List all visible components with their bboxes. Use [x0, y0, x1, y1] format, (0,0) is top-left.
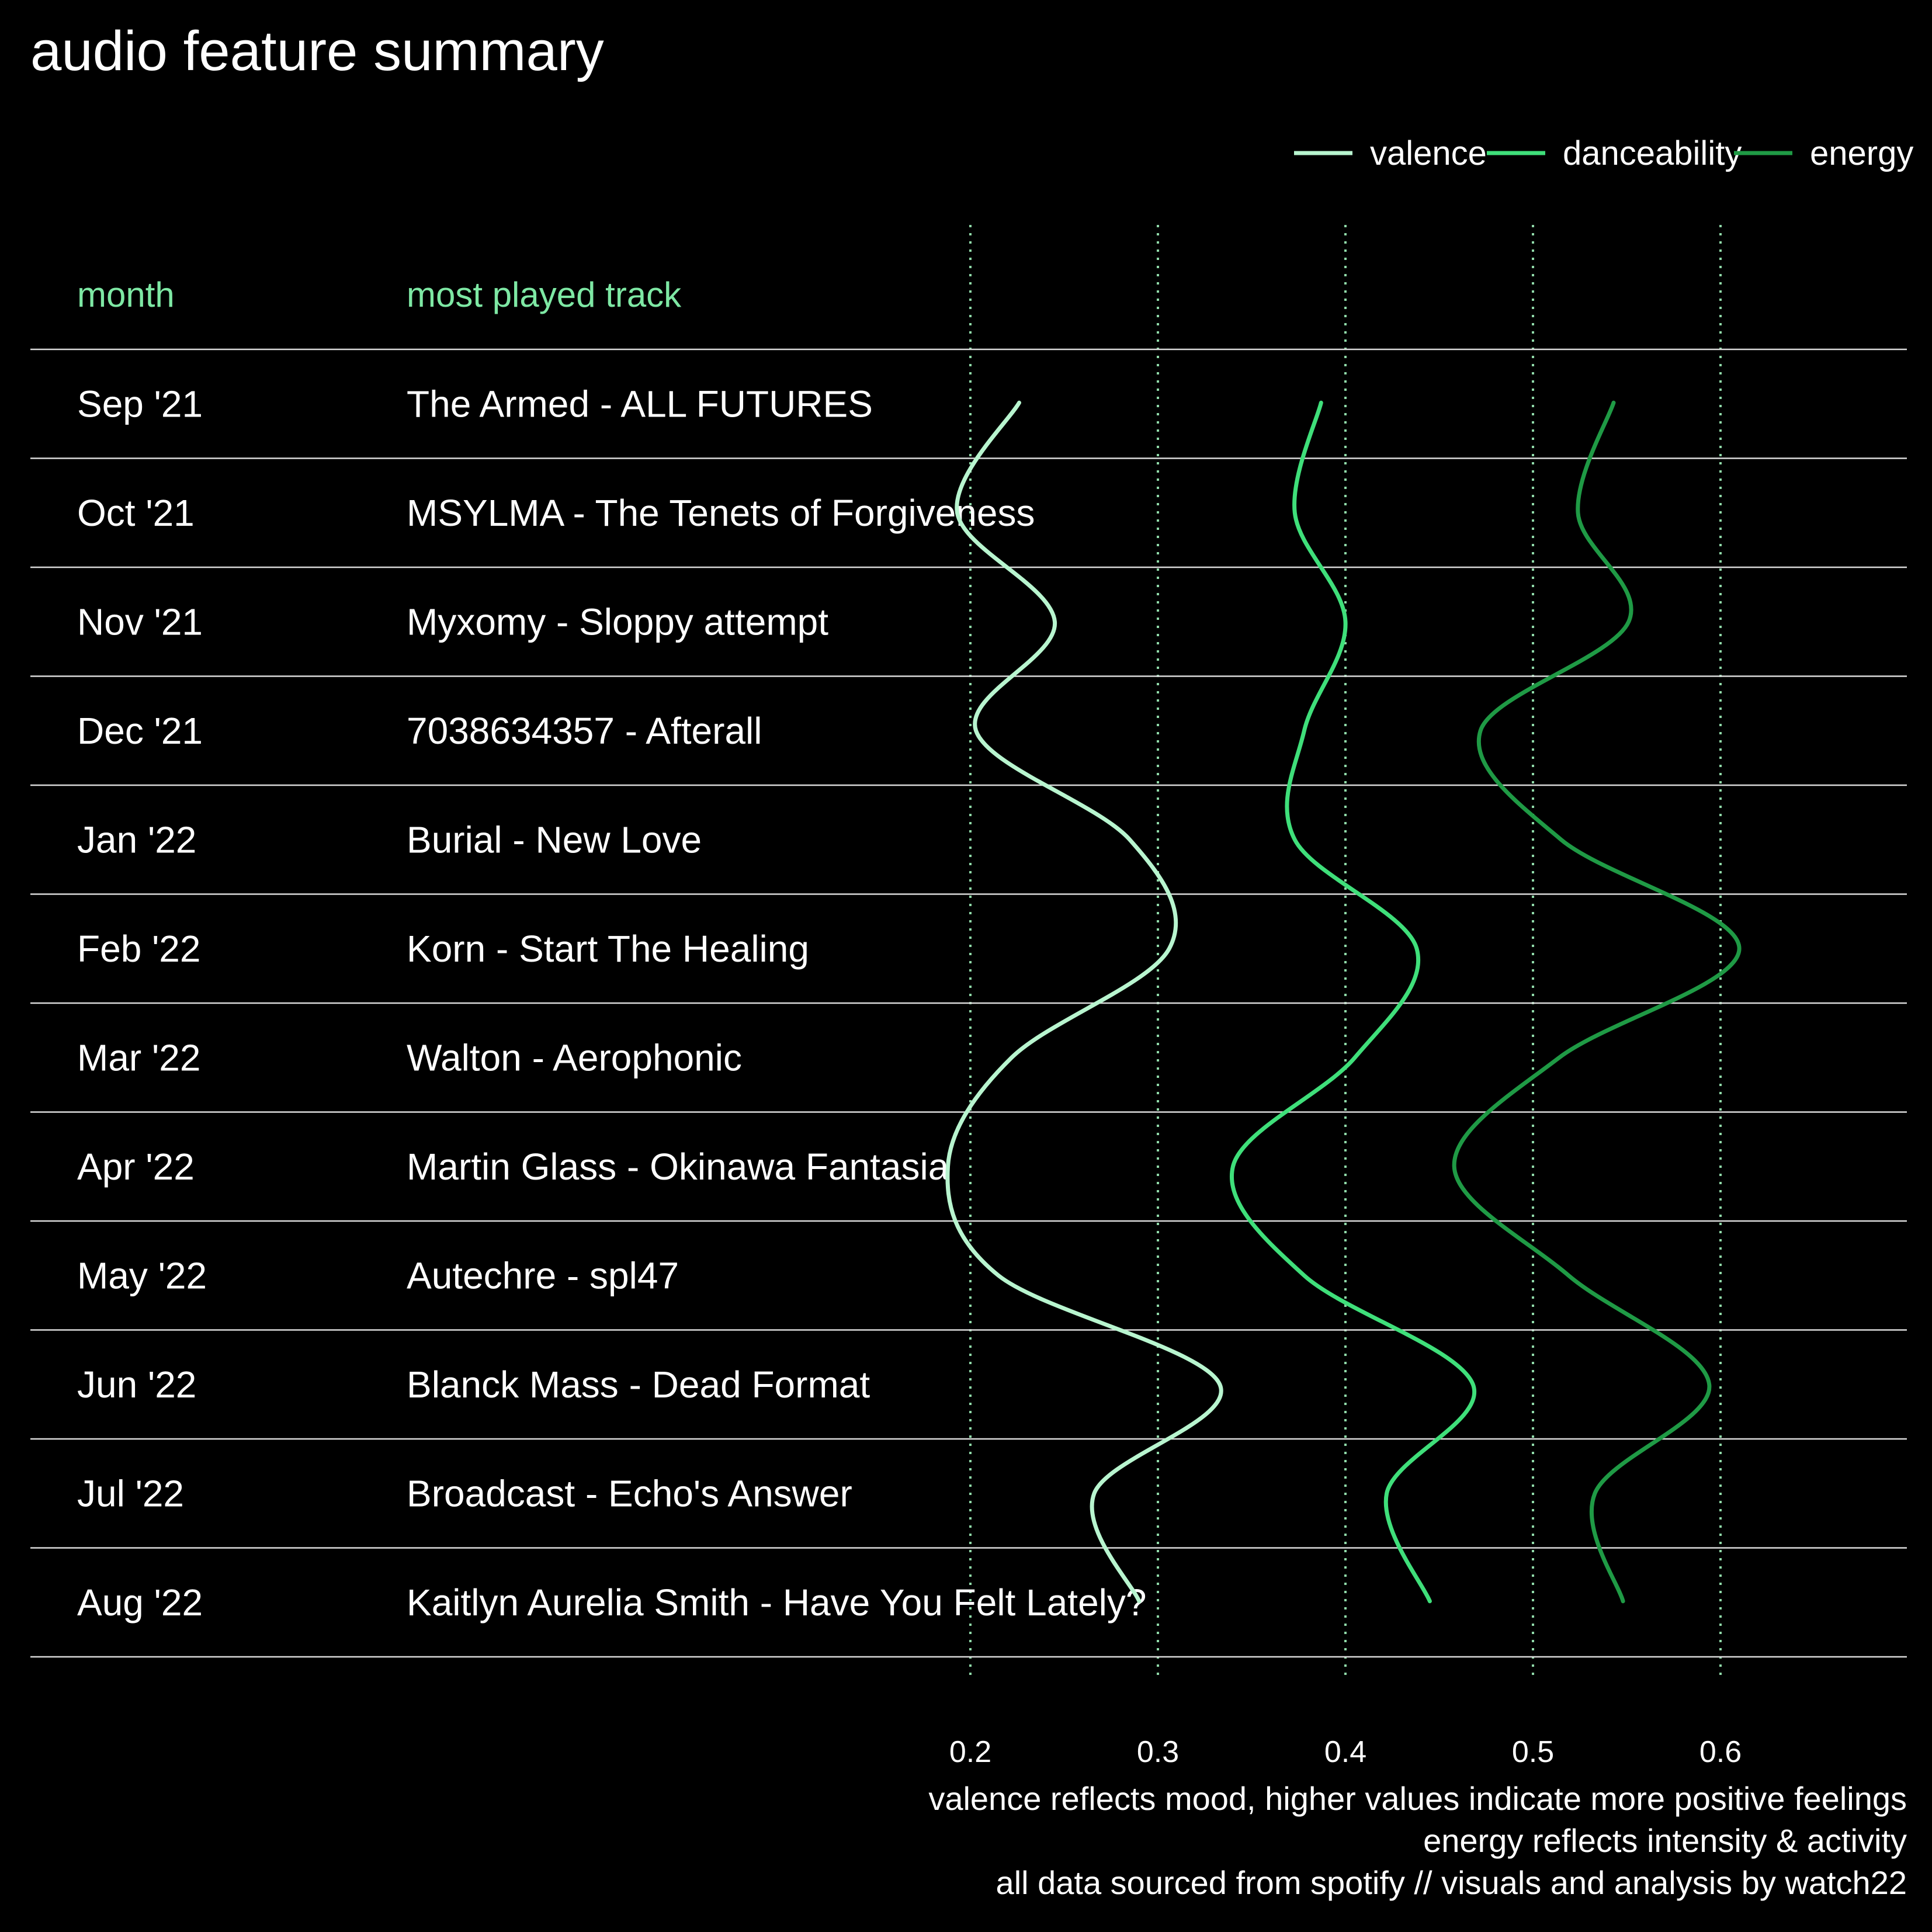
series-line-energy	[1452, 400, 1742, 1604]
row-rules	[30, 348, 1907, 1658]
chart-title: audio feature summary	[30, 20, 604, 82]
month-label: Jan '22	[77, 818, 196, 861]
legend-label-valence: valence	[1370, 134, 1487, 172]
track-label: Burial - New Love	[407, 818, 702, 861]
track-label: The Armed - ALL FUTURES	[407, 383, 873, 425]
month-label: Oct '21	[77, 492, 195, 534]
caption-valence: valence reflects mood, higher values ind…	[928, 1780, 1907, 1817]
series-line-danceability	[1230, 400, 1477, 1604]
x-tick-label: 0.2	[949, 1735, 991, 1769]
legend-label-energy: energy	[1810, 134, 1913, 172]
header-month: month	[77, 275, 175, 314]
x-tick-label: 0.3	[1137, 1735, 1179, 1769]
track-label: Korn - Start The Healing	[407, 928, 809, 970]
track-label: Martin Glass - Okinawa Fantasia	[407, 1146, 949, 1188]
series-line-valence	[945, 400, 1223, 1604]
month-label: Nov '21	[77, 601, 203, 643]
legend: valence danceability energy	[1294, 134, 1913, 172]
month-label: Jul '22	[77, 1472, 184, 1514]
track-label: 7038634357 - Afterall	[407, 710, 762, 752]
x-tick-label: 0.4	[1324, 1735, 1366, 1769]
month-label: May '22	[77, 1254, 207, 1296]
track-label: Walton - Aerophonic	[407, 1036, 742, 1078]
month-label: Mar '22	[77, 1036, 200, 1078]
caption-credits: all data sourced from spotify // visuals…	[996, 1864, 1907, 1901]
track-label: MSYLMA - The Tenets of Forgiveness	[407, 492, 1035, 534]
track-label: Autechre - spl47	[407, 1254, 679, 1296]
month-label: Dec '21	[77, 710, 203, 752]
caption-energy: energy reflects intensity & activity	[1423, 1822, 1907, 1859]
track-label: Broadcast - Echo's Answer	[407, 1472, 852, 1514]
track-label: Kaitlyn Aurelia Smith - Have You Felt La…	[407, 1581, 1146, 1624]
track-label: Myxomy - Sloppy attempt	[407, 601, 828, 643]
x-tick-label: 0.5	[1512, 1735, 1554, 1769]
legend-label-danceability: danceability	[1563, 134, 1742, 172]
month-label: Jun '22	[77, 1364, 196, 1406]
header-track: most played track	[407, 275, 682, 314]
month-label: Sep '21	[77, 383, 203, 425]
month-label: Aug '22	[77, 1581, 203, 1624]
month-label: Apr '22	[77, 1146, 195, 1188]
x-tick-label: 0.6	[1699, 1735, 1742, 1769]
table-rows: Sep '21 The Armed - ALL FUTURES Oct '21 MSY…	[77, 383, 1146, 1624]
series-lines	[945, 400, 1742, 1604]
x-tick-labels: 0.2 0.3 0.4 0.5 0.6	[949, 1735, 1742, 1769]
track-label: Blanck Mass - Dead Format	[407, 1364, 870, 1406]
month-label: Feb '22	[77, 928, 200, 970]
